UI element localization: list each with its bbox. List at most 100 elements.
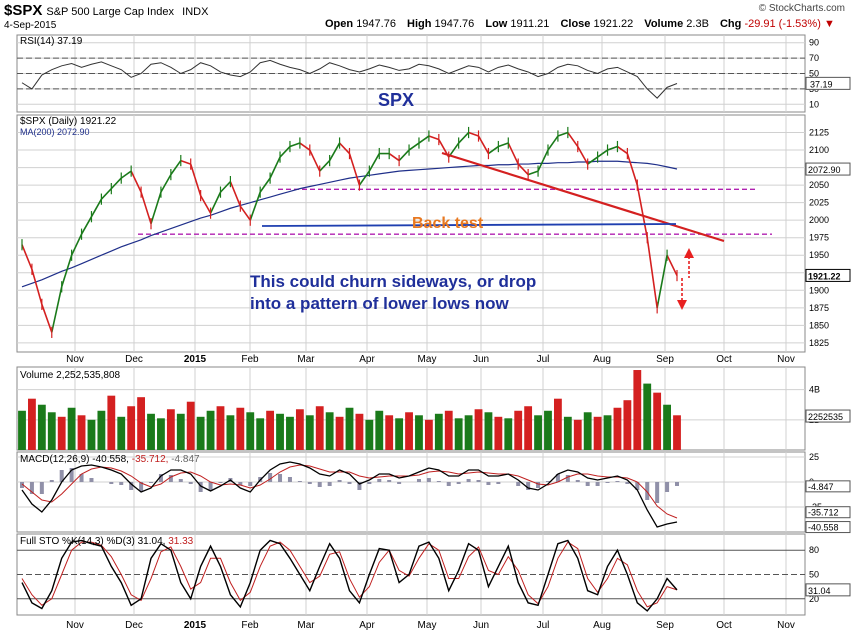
volume-bar bbox=[385, 415, 394, 450]
sto-last-label: 31.04 bbox=[808, 586, 831, 596]
ma-last-label: 2072.90 bbox=[808, 165, 841, 175]
macd-histogram-bar bbox=[178, 479, 183, 482]
volume-bar bbox=[504, 418, 513, 450]
volume-bar bbox=[534, 415, 542, 450]
macd-histogram-bar bbox=[129, 482, 134, 490]
price-segment bbox=[636, 184, 649, 238]
price-tick-label: 2000 bbox=[809, 215, 829, 225]
chart-date: 4-Sep-2015 bbox=[4, 20, 57, 31]
price-tick-label: 2125 bbox=[809, 128, 829, 138]
volume-bar bbox=[553, 398, 562, 450]
price-segment bbox=[279, 146, 291, 158]
bottom-xaxis-label: Nov bbox=[66, 620, 84, 631]
price-segment bbox=[299, 142, 311, 151]
volume-bar bbox=[633, 370, 642, 450]
bottom-xaxis-label: Mar bbox=[297, 620, 315, 631]
price-segment bbox=[170, 160, 182, 176]
price-segment bbox=[100, 188, 112, 200]
macd-histogram-bar bbox=[59, 470, 64, 482]
macd-histogram-bar bbox=[317, 482, 322, 487]
price-segment bbox=[616, 145, 628, 155]
price-segment bbox=[348, 153, 361, 186]
price-segment bbox=[656, 255, 668, 308]
volume-bar bbox=[434, 413, 443, 450]
price-xaxis-label: Jun bbox=[473, 354, 489, 365]
volume-bar bbox=[127, 406, 136, 450]
sto-tick-label: 80 bbox=[809, 545, 819, 555]
volume-bar bbox=[315, 406, 324, 450]
sto-d-line bbox=[21, 541, 678, 608]
price-segment bbox=[328, 142, 341, 161]
price-segment bbox=[180, 159, 191, 165]
macd-histogram-bar bbox=[297, 481, 302, 482]
macd-histogram-bar bbox=[218, 482, 223, 483]
macd-histogram-bar bbox=[397, 482, 402, 484]
macd-histogram-bar bbox=[158, 474, 163, 482]
price-panel-frame bbox=[16, 114, 806, 353]
price-segment bbox=[388, 152, 400, 162]
price-segment bbox=[597, 149, 608, 158]
price-segment bbox=[567, 132, 579, 148]
volume-bar bbox=[87, 419, 96, 450]
spx-title: SPX bbox=[378, 90, 414, 110]
volume-bar bbox=[286, 416, 294, 450]
macd-histogram-bar bbox=[486, 482, 491, 485]
macd-histogram-bar bbox=[278, 474, 283, 482]
price-segment bbox=[666, 254, 678, 276]
macd-histogram-bar bbox=[526, 482, 531, 490]
macd-histogram-bar bbox=[645, 482, 650, 500]
volume-bar bbox=[226, 415, 235, 450]
price-segment bbox=[150, 191, 162, 224]
bottom-xaxis-label: May bbox=[418, 620, 437, 631]
macd-value-label: -4.847 bbox=[808, 482, 834, 492]
macd-histogram-bar bbox=[377, 479, 382, 482]
price-segment bbox=[60, 254, 73, 288]
macd-histogram-bar bbox=[327, 482, 332, 486]
macd-tick-label: 25 bbox=[809, 452, 819, 462]
macd-histogram-bar bbox=[337, 480, 342, 482]
macd-value-label: -35.712 bbox=[808, 508, 839, 518]
macd-histogram-bar bbox=[615, 481, 620, 482]
price-segment bbox=[90, 198, 103, 218]
rsi-tick-label: 50 bbox=[809, 69, 819, 79]
price-segment bbox=[120, 170, 132, 179]
volume-bar bbox=[583, 412, 592, 450]
macd-histogram-bar bbox=[655, 482, 660, 503]
bottom-xaxis-label: Feb bbox=[241, 620, 259, 631]
price-segment bbox=[319, 160, 331, 172]
volume-bar bbox=[405, 412, 413, 450]
volume-bar bbox=[147, 413, 155, 450]
macd-histogram-bar bbox=[387, 480, 392, 482]
price-tick-label: 1900 bbox=[809, 285, 829, 295]
price-segment bbox=[140, 191, 152, 224]
volume-bar bbox=[325, 412, 334, 450]
price-segment bbox=[577, 146, 589, 165]
volume-bar bbox=[57, 416, 66, 450]
price-segment bbox=[160, 174, 172, 193]
rsi-current-label: 37.19 bbox=[810, 79, 833, 89]
macd-legend-part: -40.558, bbox=[92, 454, 131, 465]
volume-label: Volume bbox=[644, 18, 684, 30]
price-segment bbox=[289, 142, 301, 148]
price-segment bbox=[269, 156, 281, 179]
price-segment bbox=[468, 131, 479, 137]
volume-bar bbox=[77, 415, 86, 450]
volume-bar bbox=[524, 406, 533, 450]
price-xaxis-label: Oct bbox=[716, 354, 732, 365]
macd-legend-part: -4.847 bbox=[171, 454, 200, 465]
volume-bar bbox=[28, 398, 36, 450]
sto-legend-part: 31.04, bbox=[138, 536, 169, 547]
macd-histogram-bar bbox=[79, 474, 84, 482]
price-segment bbox=[229, 181, 242, 207]
volume-bar bbox=[206, 410, 215, 450]
sto-last-box bbox=[805, 583, 851, 597]
price-segment bbox=[209, 191, 222, 214]
macd-value-box bbox=[805, 521, 851, 534]
price-xaxis-label: Nov bbox=[66, 354, 84, 365]
macd-histogram-bar bbox=[416, 479, 421, 482]
macd-value-box bbox=[805, 506, 851, 519]
volume-bar bbox=[593, 416, 602, 450]
volume-bar bbox=[444, 410, 453, 450]
volume-bar bbox=[613, 407, 622, 450]
macd-histogram-bar bbox=[188, 482, 193, 484]
